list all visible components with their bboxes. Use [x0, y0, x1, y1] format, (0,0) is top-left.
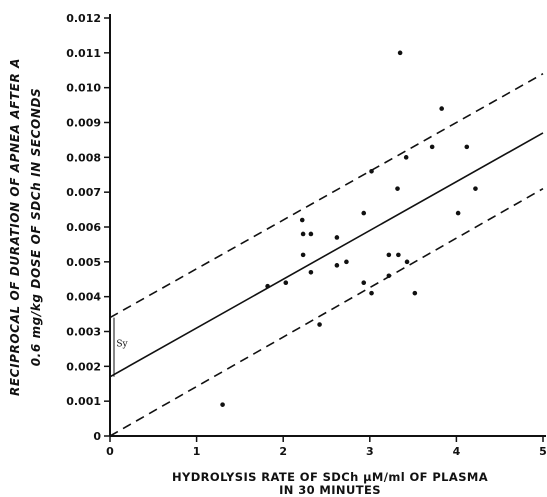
y-tick-label: 0.004 — [66, 291, 101, 304]
data-point — [464, 144, 470, 150]
data-point — [300, 252, 306, 258]
data-point — [429, 144, 435, 150]
y-tick-label: 0.002 — [66, 360, 101, 373]
data-point — [317, 322, 322, 327]
y-tick-label: 0.008 — [66, 151, 101, 164]
points-layer — [220, 50, 478, 407]
lower-confidence-line — [109, 187, 544, 437]
data-point — [386, 273, 392, 279]
x-axis-title-line-1: HYDROLYSIS RATE OF SDCh μM/ml OF PLASMA — [172, 470, 488, 484]
data-point — [265, 283, 270, 289]
x-tick-label: 1 — [193, 445, 201, 458]
x-tick-label: 0 — [106, 445, 114, 458]
data-point — [412, 290, 418, 296]
data-point — [439, 106, 444, 111]
y-axis-title-line-2: 0.6 mg/kg DOSE OF SDCh IN SECONDS — [29, 88, 43, 367]
data-point — [369, 290, 374, 296]
data-point — [283, 280, 289, 286]
ticks-layer: 0 0.001 0.002 0.003 0.004 0.005 0.006 0.007 0.00… — [66, 12, 547, 458]
y-tick-label: 0.003 — [66, 326, 101, 339]
data-point — [369, 168, 374, 174]
data-point — [334, 263, 340, 268]
x-tick-label: 5 — [539, 445, 547, 458]
data-point — [300, 231, 306, 237]
y-tick-label: 0 — [93, 430, 101, 443]
data-point — [386, 252, 392, 258]
lines-layer — [109, 73, 544, 437]
y-tick-label: 0.006 — [66, 221, 101, 234]
y-tick-label: 0.011 — [66, 47, 101, 60]
y-tick-label: 0.005 — [66, 256, 101, 269]
y-tick-label: 0.007 — [66, 186, 101, 199]
data-point — [395, 186, 400, 191]
x-tick-label: 3 — [366, 445, 374, 458]
data-point — [473, 186, 478, 191]
regression-line — [109, 132, 544, 378]
sy-annotation: Sy — [116, 340, 128, 350]
data-point — [455, 210, 461, 216]
data-point — [404, 259, 410, 265]
upper-confidence-line — [109, 73, 544, 319]
y-axis-title-line-1: RECIPROCAL OF DURATION OF APNEA AFTER A — [8, 58, 22, 396]
x-tick-label: 4 — [453, 445, 461, 458]
data-point — [396, 252, 401, 258]
y-tick-label: 0.001 — [66, 395, 101, 408]
data-point — [220, 402, 225, 407]
y-tick-label: 0.009 — [66, 117, 101, 130]
y-tick-label: 0.012 — [66, 12, 101, 25]
data-point — [403, 155, 409, 160]
data-point — [308, 231, 314, 237]
x-tick-label: 2 — [279, 445, 287, 458]
data-point — [334, 235, 340, 240]
data-point — [344, 259, 349, 265]
data-point — [361, 280, 367, 286]
data-point — [397, 50, 403, 56]
data-point — [361, 210, 367, 216]
x-axis-title-line-2: IN 30 MINUTES — [279, 483, 381, 497]
y-tick-label: 0.010 — [66, 82, 101, 95]
data-point — [308, 269, 314, 275]
data-point — [299, 217, 305, 223]
